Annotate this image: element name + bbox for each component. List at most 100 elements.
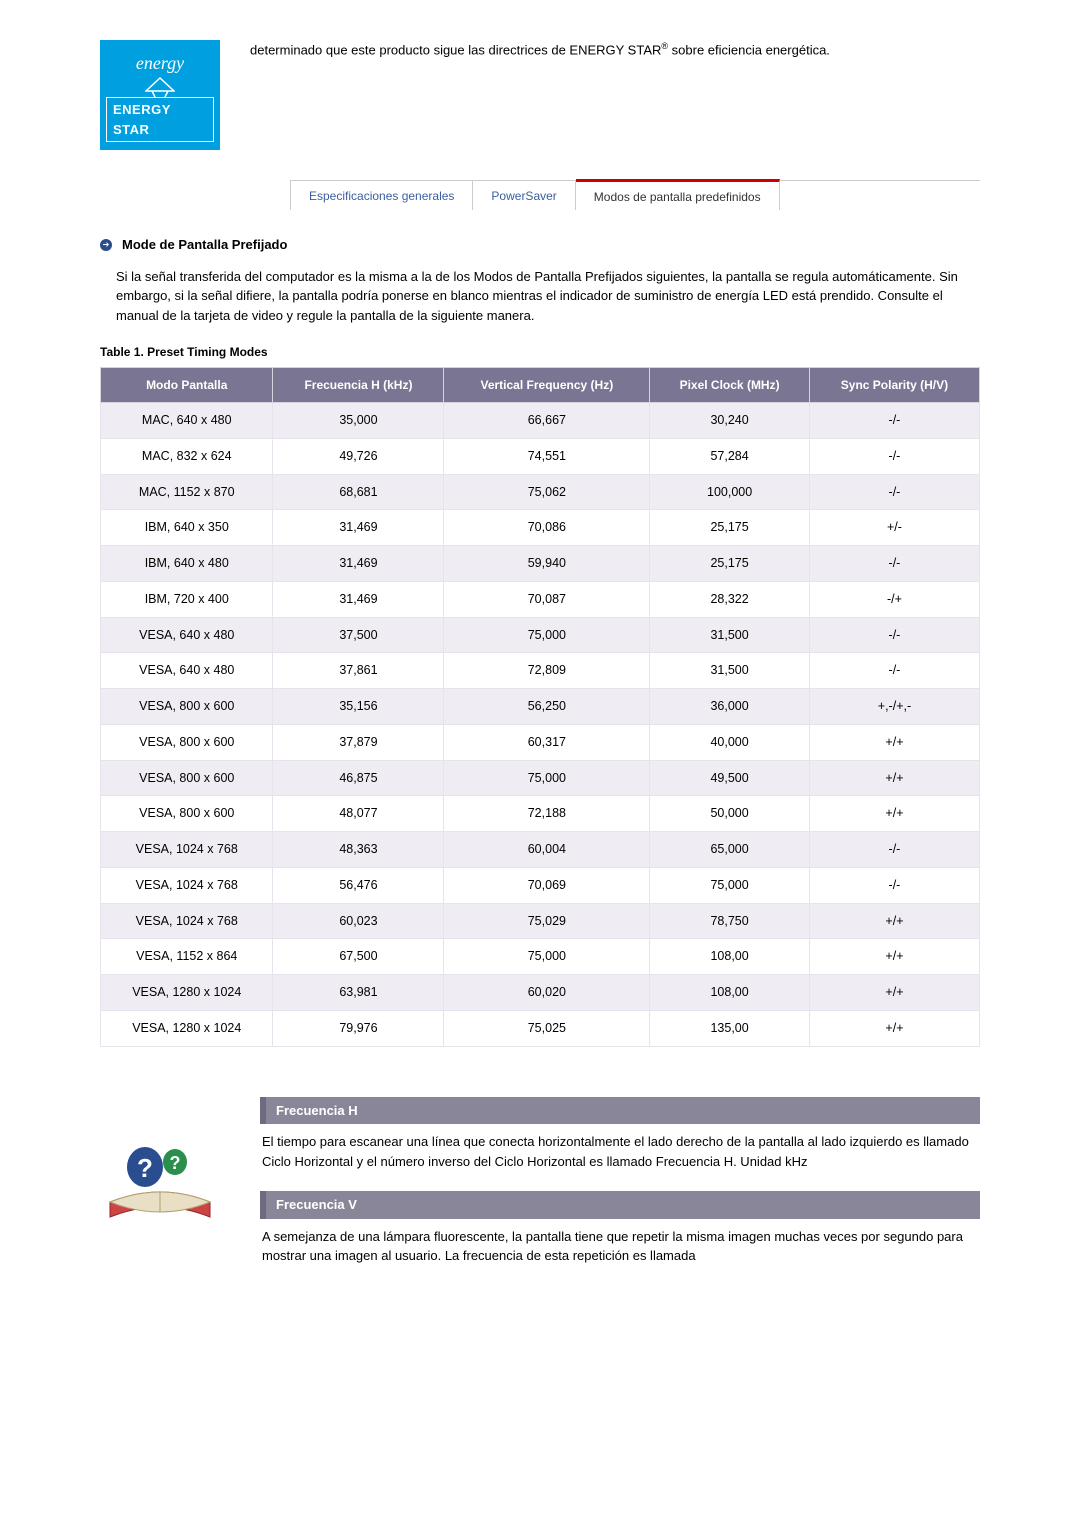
- table-cell: 36,000: [650, 689, 810, 725]
- table-cell: 75,000: [444, 617, 650, 653]
- table-col-4: Sync Polarity (H/V): [809, 368, 979, 403]
- table-cell: MAC, 1152 x 870: [101, 474, 273, 510]
- table-cell: 70,086: [444, 510, 650, 546]
- statement-pre: determinado que este producto sigue las …: [250, 42, 661, 57]
- tab-2[interactable]: Modos de pantalla predefinidos: [576, 179, 780, 210]
- table-cell: 59,940: [444, 546, 650, 582]
- table-cell: 28,322: [650, 581, 810, 617]
- table-row: IBM, 640 x 35031,46970,08625,175+/-: [101, 510, 980, 546]
- table-cell: 57,284: [650, 438, 810, 474]
- table-cell: 35,156: [273, 689, 444, 725]
- table-cell: +,-/+,-: [809, 689, 979, 725]
- tab-0[interactable]: Especificaciones generales: [290, 181, 473, 210]
- table-cell: 30,240: [650, 403, 810, 439]
- table-cell: -/-: [809, 653, 979, 689]
- table-cell: VESA, 800 x 600: [101, 689, 273, 725]
- table-cell: 50,000: [650, 796, 810, 832]
- table-row: VESA, 800 x 60037,87960,31740,000+/+: [101, 724, 980, 760]
- table-cell: VESA, 800 x 600: [101, 760, 273, 796]
- table-row: MAC, 1152 x 87068,68175,062100,000-/-: [101, 474, 980, 510]
- definition-title-0: Frecuencia H: [260, 1097, 980, 1125]
- table-cell: IBM, 640 x 350: [101, 510, 273, 546]
- table-cell: 75,062: [444, 474, 650, 510]
- table-row: VESA, 1024 x 76860,02375,02978,750+/+: [101, 903, 980, 939]
- table-row: VESA, 640 x 48037,50075,00031,500-/-: [101, 617, 980, 653]
- table-cell: +/+: [809, 1010, 979, 1046]
- table-cell: 35,000: [273, 403, 444, 439]
- table-cell: 25,175: [650, 510, 810, 546]
- table-cell: 72,809: [444, 653, 650, 689]
- table-cell: 60,020: [444, 975, 650, 1011]
- table-row: VESA, 640 x 48037,86172,80931,500-/-: [101, 653, 980, 689]
- table-row: MAC, 832 x 62449,72674,55157,284-/-: [101, 438, 980, 474]
- table-cell: MAC, 832 x 624: [101, 438, 273, 474]
- table-cell: 75,000: [650, 867, 810, 903]
- tab-bar: Especificaciones generalesPowerSaverModo…: [290, 180, 980, 210]
- definition-title-1: Frecuencia V: [260, 1191, 980, 1219]
- svg-text:?: ?: [137, 1153, 153, 1183]
- table-row: VESA, 1024 x 76848,36360,00465,000-/-: [101, 832, 980, 868]
- table-cell: 31,500: [650, 617, 810, 653]
- table-cell: 48,077: [273, 796, 444, 832]
- tab-1[interactable]: PowerSaver: [473, 181, 575, 210]
- statement-post: sobre eficiencia energética.: [668, 42, 830, 57]
- table-cell: VESA, 640 x 480: [101, 653, 273, 689]
- table-cell: -/-: [809, 474, 979, 510]
- table-row: VESA, 1280 x 102479,97675,025135,00+/+: [101, 1010, 980, 1046]
- table-cell: VESA, 1280 x 1024: [101, 975, 273, 1011]
- table-cell: 79,976: [273, 1010, 444, 1046]
- table-cell: +/+: [809, 796, 979, 832]
- table-cell: 135,00: [650, 1010, 810, 1046]
- table-cell: +/+: [809, 760, 979, 796]
- table-cell: 31,469: [273, 546, 444, 582]
- table-cell: +/-: [809, 510, 979, 546]
- table-row: VESA, 1280 x 102463,98160,020108,00+/+: [101, 975, 980, 1011]
- table-row: VESA, 800 x 60046,87575,00049,500+/+: [101, 760, 980, 796]
- table-cell: +/+: [809, 939, 979, 975]
- table-cell: 75,025: [444, 1010, 650, 1046]
- table-cell: VESA, 1024 x 768: [101, 903, 273, 939]
- table-cell: 65,000: [650, 832, 810, 868]
- table-cell: 31,500: [650, 653, 810, 689]
- table-cell: 75,029: [444, 903, 650, 939]
- table-cell: VESA, 640 x 480: [101, 617, 273, 653]
- table-cell: 68,681: [273, 474, 444, 510]
- table-cell: 37,861: [273, 653, 444, 689]
- table-cell: 56,250: [444, 689, 650, 725]
- table-cell: 46,875: [273, 760, 444, 796]
- section-intro: Si la señal transferida del computador e…: [116, 267, 980, 326]
- table-cell: 72,188: [444, 796, 650, 832]
- table-cell: IBM, 720 x 400: [101, 581, 273, 617]
- table-cell: -/-: [809, 867, 979, 903]
- table-col-3: Pixel Clock (MHz): [650, 368, 810, 403]
- table-cell: 37,500: [273, 617, 444, 653]
- logo-cursive: energy: [136, 50, 184, 77]
- table-cell: +/+: [809, 724, 979, 760]
- table-col-2: Vertical Frequency (Hz): [444, 368, 650, 403]
- table-cell: 60,023: [273, 903, 444, 939]
- section-title: Mode de Pantalla Prefijado: [122, 235, 287, 255]
- table-cell: -/-: [809, 403, 979, 439]
- table-cell: IBM, 640 x 480: [101, 546, 273, 582]
- table-cell: VESA, 800 x 600: [101, 724, 273, 760]
- table-cell: 78,750: [650, 903, 810, 939]
- definition-text-1: A semejanza de una lámpara fluorescente,…: [260, 1225, 980, 1268]
- table-cell: VESA, 1152 x 864: [101, 939, 273, 975]
- table-cell: 56,476: [273, 867, 444, 903]
- preset-timing-table: Modo PantallaFrecuencia H (kHz)Vertical …: [100, 367, 980, 1047]
- table-cell: 66,667: [444, 403, 650, 439]
- table-cell: +/+: [809, 975, 979, 1011]
- table-cell: 70,087: [444, 581, 650, 617]
- energy-star-statement: determinado que este producto sigue las …: [250, 40, 830, 150]
- table-cell: 37,879: [273, 724, 444, 760]
- table-cell: 49,500: [650, 760, 810, 796]
- table-cell: 48,363: [273, 832, 444, 868]
- table-cell: -/-: [809, 617, 979, 653]
- table-cell: -/-: [809, 832, 979, 868]
- table-cell: VESA, 800 x 600: [101, 796, 273, 832]
- table-cell: -/-: [809, 546, 979, 582]
- table-cell: +/+: [809, 903, 979, 939]
- faq-book-icon: ? ?: [100, 1127, 230, 1233]
- table-cell: 31,469: [273, 581, 444, 617]
- table-cell: 75,000: [444, 760, 650, 796]
